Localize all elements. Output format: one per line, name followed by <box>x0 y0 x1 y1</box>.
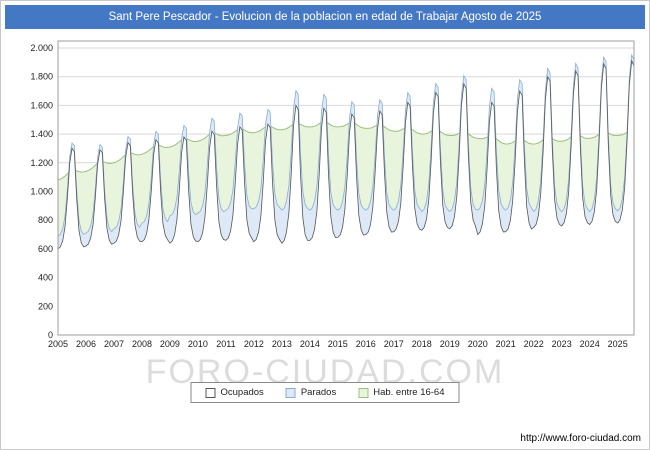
legend-item-hab-16-64: Hab. entre 16-64 <box>358 387 445 398</box>
svg-text:800: 800 <box>38 215 53 225</box>
plot-border <box>57 40 635 336</box>
legend-label-parados: Parados <box>300 387 337 398</box>
svg-text:2013: 2013 <box>272 339 292 349</box>
legend-label-hab-16-64: Hab. entre 16-64 <box>373 387 445 398</box>
svg-text:2019: 2019 <box>440 339 460 349</box>
footer-url: http://www.foro-ciudad.com <box>520 433 641 444</box>
svg-text:2025: 2025 <box>608 339 628 349</box>
svg-text:2007: 2007 <box>104 339 124 349</box>
chart-legend: Ocupados Parados Hab. entre 16-64 <box>190 382 460 403</box>
svg-text:2023: 2023 <box>552 339 572 349</box>
y-axis-labels: 0 200 400 600 800 1.000 1.200 1.400 1.600 1.800 2.… <box>30 43 53 340</box>
svg-text:200: 200 <box>38 301 53 311</box>
svg-text:600: 600 <box>38 244 53 254</box>
svg-text:1.800: 1.800 <box>30 72 53 82</box>
svg-text:2022: 2022 <box>524 339 544 349</box>
legend-label-ocupados: Ocupados <box>220 387 264 398</box>
svg-text:2024: 2024 <box>580 339 600 349</box>
svg-text:2009: 2009 <box>160 339 180 349</box>
svg-text:2011: 2011 <box>216 339 235 349</box>
svg-text:2005: 2005 <box>48 339 68 349</box>
x-axis-labels: 2005 2006 2007 2008 2009 2010 2011 2012 2013 2014… <box>48 339 628 349</box>
svg-text:2010: 2010 <box>188 339 208 349</box>
svg-text:0: 0 <box>48 330 53 340</box>
svg-text:2006: 2006 <box>76 339 96 349</box>
svg-text:2021: 2021 <box>496 339 516 349</box>
legend-swatch-parados <box>285 387 296 398</box>
svg-text:2020: 2020 <box>468 339 488 349</box>
series-ocupados-area <box>57 59 635 336</box>
title-bar: Sant Pere Pescador - Evolucion de la pob… <box>5 5 645 29</box>
legend-swatch-hab-16-64 <box>358 387 369 398</box>
svg-text:2016: 2016 <box>356 339 376 349</box>
svg-text:2008: 2008 <box>132 339 152 349</box>
legend-item-ocupados: Ocupados <box>205 387 264 398</box>
svg-text:400: 400 <box>38 273 53 283</box>
svg-text:2012: 2012 <box>244 339 264 349</box>
svg-text:1.000: 1.000 <box>30 187 53 197</box>
chart-title: Sant Pere Pescador - Evolucion de la pob… <box>108 11 542 23</box>
svg-text:2.000: 2.000 <box>30 43 53 53</box>
legend-item-parados: Parados <box>285 387 337 398</box>
svg-text:1.200: 1.200 <box>30 158 53 168</box>
svg-text:2014: 2014 <box>300 339 320 349</box>
legend-swatch-ocupados <box>205 387 216 398</box>
svg-text:2018: 2018 <box>412 339 432 349</box>
svg-text:2015: 2015 <box>328 339 348 349</box>
svg-text:2017: 2017 <box>384 339 404 349</box>
svg-text:1.600: 1.600 <box>30 100 53 110</box>
svg-text:1.400: 1.400 <box>30 129 53 139</box>
